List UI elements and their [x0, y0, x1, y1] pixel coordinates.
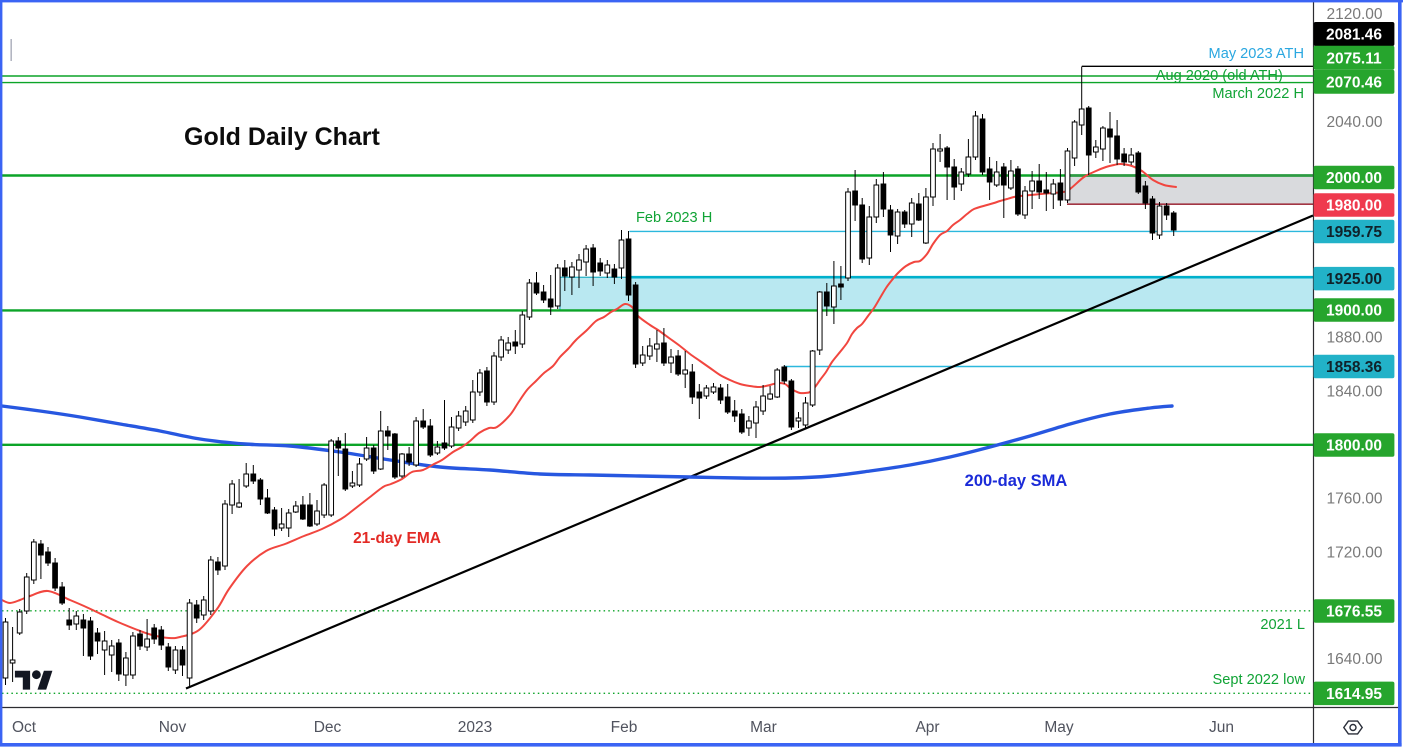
- svg-text:Dec: Dec: [314, 719, 342, 736]
- svg-text:Mar: Mar: [750, 719, 777, 736]
- svg-text:1880.00: 1880.00: [1326, 330, 1382, 347]
- svg-text:2120.00: 2120.00: [1326, 6, 1382, 23]
- svg-text:1925.00: 1925.00: [1326, 271, 1382, 288]
- svg-text:May 2023 ATH: May 2023 ATH: [1209, 46, 1304, 62]
- svg-text:1980.00: 1980.00: [1326, 197, 1382, 214]
- svg-text:Aug 2020 (old ATH) –: Aug 2020 (old ATH) –: [1156, 68, 1296, 84]
- svg-text:1840.00: 1840.00: [1326, 384, 1382, 401]
- svg-text:1640.00: 1640.00: [1326, 651, 1382, 668]
- svg-text:Feb: Feb: [611, 719, 638, 736]
- svg-text:1900.00: 1900.00: [1326, 303, 1382, 320]
- svg-text:1858.36: 1858.36: [1326, 359, 1382, 376]
- svg-text:2023: 2023: [458, 719, 492, 736]
- svg-text:2081.46: 2081.46: [1326, 27, 1382, 44]
- svg-text:2021 L: 2021 L: [1260, 617, 1305, 633]
- svg-text:200-day SMA: 200-day SMA: [965, 472, 1068, 490]
- svg-text:2075.11: 2075.11: [1326, 50, 1382, 67]
- svg-text:1720.00: 1720.00: [1326, 545, 1382, 562]
- svg-text:2040.00: 2040.00: [1326, 114, 1382, 131]
- svg-text:1800.00: 1800.00: [1326, 438, 1382, 455]
- svg-text:2070.46: 2070.46: [1326, 74, 1382, 91]
- svg-text:Gold Daily Chart: Gold Daily Chart: [184, 123, 381, 151]
- svg-text:1676.55: 1676.55: [1326, 604, 1382, 621]
- svg-text:Oct: Oct: [12, 719, 37, 736]
- svg-text:Jun: Jun: [1209, 719, 1234, 736]
- svg-text:Feb 2023 H: Feb 2023 H: [636, 210, 712, 226]
- svg-text:May: May: [1044, 719, 1074, 736]
- svg-text:2000.00: 2000.00: [1326, 170, 1382, 187]
- svg-text:1614.95: 1614.95: [1326, 686, 1382, 703]
- svg-text:Nov: Nov: [159, 719, 187, 736]
- svg-text:1959.75: 1959.75: [1326, 224, 1382, 241]
- svg-text:Sept 2022 low: Sept 2022 low: [1213, 672, 1306, 688]
- svg-text:Apr: Apr: [915, 719, 939, 736]
- svg-text:21-day EMA: 21-day EMA: [353, 530, 441, 547]
- svg-text:1760.00: 1760.00: [1326, 491, 1382, 508]
- svg-text:March 2022 H: March 2022 H: [1212, 86, 1304, 102]
